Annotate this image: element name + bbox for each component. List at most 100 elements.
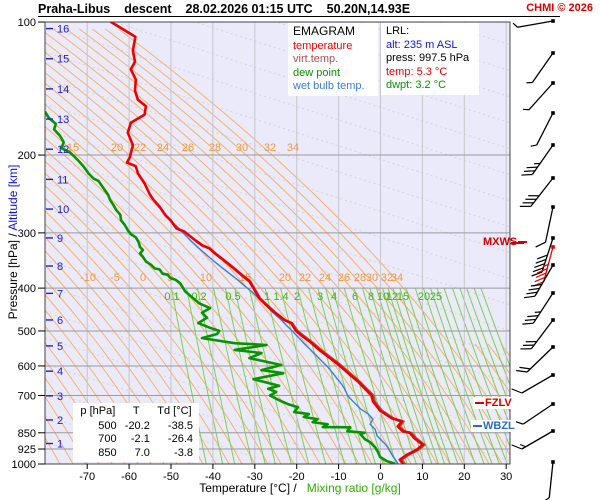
dry-adiabat-line xyxy=(45,93,373,464)
legend-item-wet-bulb: wet bulb temp. xyxy=(293,80,365,92)
table-row: 850 7.0 -3.8 xyxy=(98,446,193,459)
dry-adiabat-line xyxy=(45,160,295,464)
wind-barb xyxy=(512,402,555,425)
legend-title: EMAGRAM xyxy=(293,24,356,38)
svg-text:30: 30 xyxy=(236,142,248,154)
dry-adiabat-line xyxy=(118,28,510,434)
svg-text:500: 500 xyxy=(18,326,36,338)
svg-text:-20: -20 xyxy=(289,471,305,483)
dry-adiabat-line xyxy=(474,343,510,394)
svg-text:0: 0 xyxy=(140,272,146,284)
y-axis-title-altitude: Altitude [km] xyxy=(6,164,20,231)
dry-adiabat-line xyxy=(553,344,600,464)
svg-text:22: 22 xyxy=(299,272,311,284)
lrl-dewpoint: dwpt: 3.2 °C xyxy=(386,79,447,91)
wind-barb-column xyxy=(511,19,555,500)
max-wind-barb xyxy=(533,245,555,287)
dew-point-curve xyxy=(45,110,396,464)
svg-text:8: 8 xyxy=(368,291,374,303)
svg-text:12: 12 xyxy=(386,291,398,303)
svg-text:0.1: 0.1 xyxy=(164,291,179,303)
svg-text:4: 4 xyxy=(57,366,63,378)
legend-item-virt-temp: virt.temp. xyxy=(293,53,339,65)
svg-text:100: 100 xyxy=(18,17,36,29)
svg-text:-40: -40 xyxy=(205,471,221,483)
svg-text:0.5: 0.5 xyxy=(225,291,240,303)
plot-frame xyxy=(44,21,511,465)
dashed-isoline xyxy=(45,363,360,464)
svg-text:9: 9 xyxy=(57,233,63,245)
svg-text:5: 5 xyxy=(57,341,63,353)
title-underline xyxy=(38,16,560,17)
wind-barb xyxy=(522,291,555,325)
fzlv-tick xyxy=(475,402,484,404)
wind-barb xyxy=(511,373,555,394)
dry-adiabat-line xyxy=(66,28,477,464)
dashed-isoline xyxy=(45,233,510,384)
svg-text:-70: -70 xyxy=(79,471,95,483)
dry-adiabat-line xyxy=(45,148,308,464)
wbzl-tick xyxy=(473,425,482,427)
wind-barb xyxy=(524,263,555,299)
svg-text:200: 200 xyxy=(18,150,36,162)
sounding-datetime: 28.02.2026 01:15 UTC xyxy=(185,2,313,16)
svg-text:15: 15 xyxy=(57,54,69,66)
svg-text:925: 925 xyxy=(18,444,36,456)
wind-barb xyxy=(511,429,555,450)
svg-text:26: 26 xyxy=(182,142,194,154)
svg-text:10: 10 xyxy=(200,272,212,284)
svg-text:1000: 1000 xyxy=(12,459,36,471)
dry-adiabat-line xyxy=(45,31,451,464)
dashed-isoline xyxy=(112,22,510,150)
svg-text:32: 32 xyxy=(264,142,276,154)
copyright-notice: CHMI © 2026 xyxy=(526,2,593,14)
svg-text:32: 32 xyxy=(381,272,393,284)
freezing-level-marker: FZLV xyxy=(473,397,513,409)
svg-text:28: 28 xyxy=(354,272,366,284)
svg-text:-10: -10 xyxy=(80,272,96,284)
dry-adiabat-line xyxy=(566,344,600,464)
legend-item-dew-point: dew point xyxy=(293,66,341,79)
svg-text:-60: -60 xyxy=(121,471,137,483)
dry-adiabat-line xyxy=(92,28,503,464)
svg-text:11: 11 xyxy=(57,174,68,186)
dry-adiabat-line xyxy=(45,278,178,464)
svg-text:1: 1 xyxy=(57,439,63,451)
svg-text:10: 10 xyxy=(416,471,428,483)
svg-text:7: 7 xyxy=(57,288,63,300)
svg-text:10: 10 xyxy=(377,291,389,303)
temperature-axis: -70 -60 -50 -40 -30 -20 -10 0 10 20 30 xyxy=(79,464,512,483)
svg-text:34: 34 xyxy=(391,272,403,284)
svg-text:-50: -50 xyxy=(163,471,179,483)
svg-text:30: 30 xyxy=(500,471,512,483)
wet-bulb-zero-marker: WBZL xyxy=(471,420,516,432)
svg-text:22: 22 xyxy=(134,142,146,154)
svg-text:28: 28 xyxy=(209,142,221,154)
dry-adiabat-line xyxy=(45,210,243,464)
pressure-axis: 100 200 300 400 500 600 700 850 925 1000 xyxy=(12,17,45,471)
svg-text:6: 6 xyxy=(57,315,63,327)
lrl-pressure: press: 997.5 hPa xyxy=(386,52,470,64)
dashed-isoline xyxy=(193,22,510,124)
max-wind-speed-marker: MXWS xyxy=(482,236,529,248)
svg-text:1.4: 1.4 xyxy=(273,291,288,303)
lrl-altitude: alt: 235 m ASL xyxy=(386,38,458,51)
dry-adiabat-line xyxy=(45,51,425,464)
svg-text:12: 12 xyxy=(57,144,69,156)
dry-adiabat-line xyxy=(45,223,230,464)
svg-text:-10: -10 xyxy=(331,471,347,483)
svg-text:20: 20 xyxy=(111,142,123,154)
svg-text:25: 25 xyxy=(430,291,442,303)
sounding-curves xyxy=(45,22,426,464)
table-header-dewpoint: Td [°C] xyxy=(157,405,192,417)
dry-adiabat-line xyxy=(45,341,126,464)
svg-text:10: 10 xyxy=(57,204,69,216)
svg-text:-30: -30 xyxy=(247,471,263,483)
wind-barb xyxy=(531,236,555,277)
svg-text:20: 20 xyxy=(418,291,430,303)
svg-text:16: 16 xyxy=(57,24,69,36)
table-header-pressure: p [hPa] xyxy=(80,405,116,417)
dashed-isoline xyxy=(45,103,510,254)
svg-text:8: 8 xyxy=(57,261,63,273)
legend-item-temperature: temperature xyxy=(293,39,353,52)
